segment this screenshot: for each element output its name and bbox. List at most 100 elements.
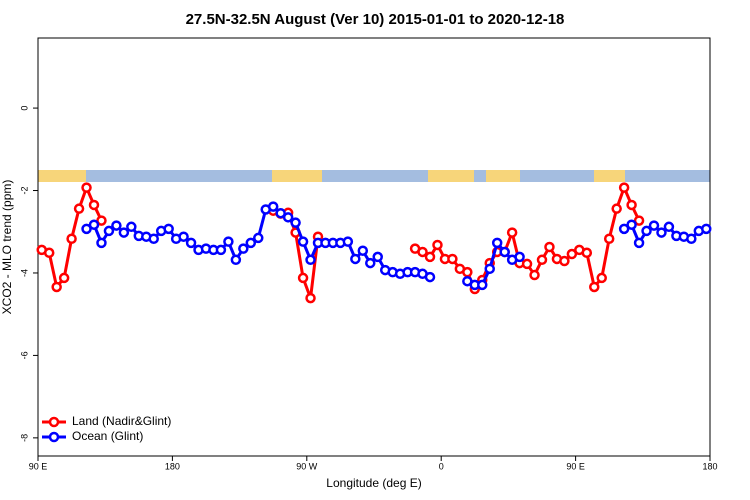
data-point: [185, 237, 197, 249]
x-tick-label: 180: [702, 461, 717, 471]
data-point: [596, 272, 607, 284]
data-point: [103, 225, 115, 237]
land-band: [486, 170, 520, 182]
data-point: [514, 251, 525, 263]
x-tick-label: 90 W: [296, 461, 318, 471]
data-point: [81, 182, 92, 193]
data-point: [618, 223, 630, 235]
data-point: [626, 199, 637, 211]
data-point: [245, 237, 257, 249]
data-point: [663, 221, 675, 233]
legend-label: Land (Nadir&Glint): [72, 414, 171, 428]
data-point: [96, 215, 107, 226]
land-band: [272, 170, 322, 182]
data-point: [223, 236, 234, 247]
data-point: [701, 223, 712, 235]
data-point: [73, 203, 85, 214]
data-point: [618, 182, 630, 193]
data-point: [417, 246, 428, 258]
y-axis-label: XCO2 - MLO trend (ppm): [0, 180, 14, 315]
data-point: [297, 272, 309, 284]
x-tick-label: 180: [165, 461, 180, 471]
data-point: [447, 253, 458, 265]
data-point: [350, 253, 361, 265]
legend-label: Ocean (Glint): [72, 429, 143, 443]
data-point: [603, 233, 615, 245]
data-point: [290, 217, 301, 228]
data-point: [626, 219, 637, 230]
data-point: [484, 263, 495, 275]
data-point: [611, 203, 622, 214]
y-tick-label: 0: [19, 106, 29, 111]
data-point: [267, 201, 279, 212]
data-point: [491, 237, 503, 249]
data-point: [432, 239, 443, 251]
x-tick-label: 90 E: [29, 461, 48, 471]
data-point: [633, 237, 645, 249]
data-point: [282, 212, 294, 223]
data-point: [253, 232, 264, 244]
ocean-band: [38, 170, 710, 182]
data-point: [51, 281, 62, 293]
land-band: [594, 170, 625, 182]
data-point: [163, 223, 174, 235]
y-tick-label: -8: [19, 434, 29, 442]
plot-frame: [37, 37, 711, 457]
y-tick-label: -2: [19, 187, 29, 195]
data-point: [275, 207, 286, 219]
y-tick-label: -6: [19, 351, 29, 359]
x-tick-label: 90 E: [566, 461, 585, 471]
data-point: [424, 251, 436, 263]
data-point: [58, 272, 70, 284]
land-band: [38, 170, 86, 182]
data-point: [118, 227, 130, 238]
data-point: [215, 244, 227, 256]
data-point: [96, 237, 107, 249]
data-point: [499, 246, 510, 258]
data-point: [342, 236, 354, 247]
data-point: [529, 269, 540, 281]
data-point: [641, 225, 652, 237]
land-band: [428, 170, 474, 182]
data-point: [686, 233, 697, 245]
x-axis-label: Longitude (deg E): [326, 476, 421, 490]
data-point: [521, 258, 533, 270]
data-point: [589, 281, 600, 293]
data-point: [66, 233, 77, 245]
data-point: [536, 254, 548, 266]
data-point: [357, 245, 369, 256]
data-point: [88, 199, 100, 211]
data-point: [566, 248, 578, 260]
data-point: [111, 220, 122, 231]
land-mask-strip: [38, 170, 710, 182]
chart-title: 27.5N-32.5N August (Ver 10) 2015-01-01 t…: [186, 11, 565, 28]
data-point: [305, 254, 316, 266]
data-point: [477, 279, 488, 291]
data-point: [88, 219, 100, 230]
data-point: [462, 266, 473, 278]
data-point: [633, 215, 645, 226]
data-point: [148, 233, 159, 245]
data-point: [372, 251, 383, 263]
legend-marker: [48, 431, 60, 443]
y-tick-label: -4: [19, 269, 29, 277]
data-point: [43, 247, 55, 259]
data-point: [81, 223, 92, 235]
data-point: [581, 247, 593, 259]
data-point: [126, 221, 137, 233]
data-point: [297, 236, 309, 247]
data-point: [305, 292, 316, 304]
data-point: [230, 254, 242, 266]
data-point: [648, 220, 660, 231]
data-point: [178, 231, 189, 242]
data-point: [506, 227, 518, 238]
data-point: [238, 243, 249, 254]
data-point: [424, 271, 436, 283]
data-point: [559, 255, 570, 267]
data-point: [365, 257, 376, 269]
x-tick-label: 0: [439, 461, 444, 471]
data-point: [656, 227, 667, 238]
data-point: [544, 241, 555, 253]
legend-marker: [48, 416, 60, 428]
